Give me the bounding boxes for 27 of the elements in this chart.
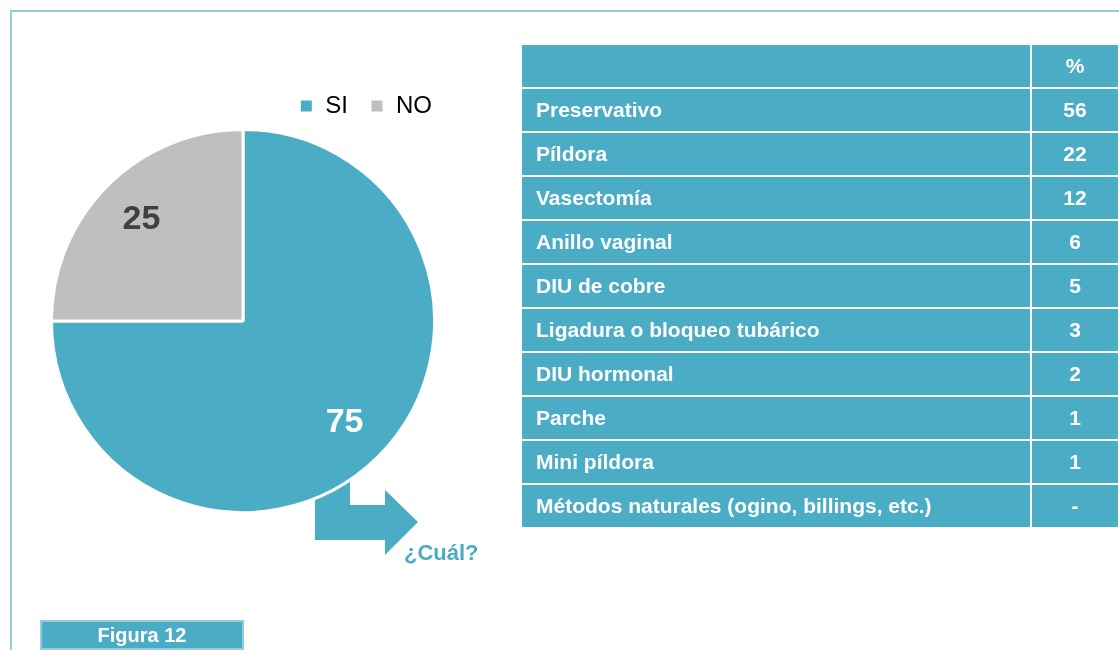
text: 1: [1069, 406, 1081, 429]
text: 22: [1063, 142, 1087, 165]
text: Figura 12: [40, 620, 244, 650]
data-label: 75: [325, 400, 364, 439]
text: 12: [1063, 186, 1087, 209]
category-label: Píldora: [521, 132, 1031, 176]
legend-label: NO: [396, 90, 432, 118]
text: 3: [1069, 318, 1081, 341]
category-label: Ligadura o bloqueo tubárico: [521, 308, 1031, 352]
category-label: Vasectomía: [521, 176, 1031, 220]
category-label: Mini píldora: [521, 440, 1031, 484]
text: 2: [1069, 362, 1081, 385]
category-label: Parche: [521, 396, 1031, 440]
text: 1: [1069, 450, 1081, 473]
category-label: Métodos naturales (ogino, billings, etc.): [521, 484, 1031, 528]
text: ¿Cuál?: [404, 540, 479, 566]
text: 6: [1069, 230, 1081, 253]
text: -: [1071, 494, 1079, 517]
text: 5: [1069, 274, 1081, 297]
category-label: Preservativo: [521, 88, 1031, 132]
text: %: [1031, 44, 1119, 88]
category-label: DIU hormonal: [521, 352, 1031, 396]
text: 56: [1063, 98, 1087, 121]
category-label: DIU de cobre: [521, 264, 1031, 308]
category-label: Anillo vaginal: [521, 220, 1031, 264]
data-label: 25: [122, 197, 161, 236]
legend-label: SI: [325, 90, 349, 118]
